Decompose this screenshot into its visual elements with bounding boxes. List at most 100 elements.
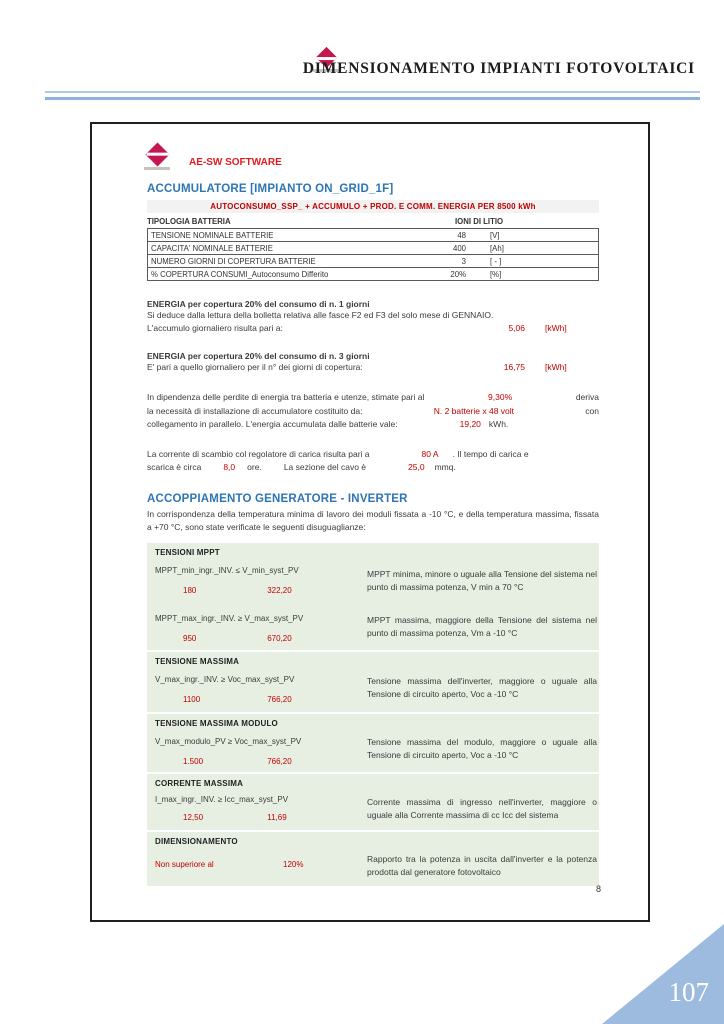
coupling-section-header: TENSIONI MPPT: [155, 547, 220, 557]
brand-row: AE-SW SOFTWARE: [140, 142, 599, 170]
losses-text: la necessità di installazione di accumul…: [147, 405, 363, 416]
coupling-description: Rapporto tra la potenza in uscita dall'i…: [367, 853, 597, 877]
battery-type-label: TIPOLOGIA BATTERIA: [147, 216, 231, 226]
coupling-description: Tensione massima dell'inverter, maggiore…: [367, 675, 597, 699]
cable-section-value: 25,0: [408, 462, 425, 472]
energy3-unit: [kWh]: [545, 362, 567, 372]
coupling-section-header: TENSIONE MASSIMA: [155, 656, 240, 666]
losses-text: collegamento in parallelo. L'energia acc…: [147, 419, 398, 429]
row-unit: [Ah]: [490, 243, 504, 253]
energy1-heading: ENERGIA per copertura 20% del consumo di…: [147, 299, 370, 309]
current-line2: scarica è circa 8,0 ore. La sezione del …: [147, 461, 599, 475]
row-value: 20%: [450, 269, 466, 279]
coupling-value-2: 11,69: [267, 812, 287, 822]
coupling-section-imax: CORRENTE MASSIMA I_max_ingr._INV. ≥ Icc_…: [147, 773, 599, 830]
header-rule-bottom: [45, 97, 700, 100]
energy1-value-row: L'accumulo giornaliero risulta pari a: 5…: [147, 322, 599, 335]
coupling-row: Non superiore al 120% Rapporto tra la po…: [155, 846, 599, 886]
row-label: CAPACITA' NOMINALE BATTERIE: [151, 243, 273, 253]
coupling-formula: I_max_ingr._INV. ≥ Icc_max_syst_PV: [155, 794, 289, 804]
table-row: CAPACITA' NOMINALE BATTERIE 400 [Ah]: [148, 242, 598, 255]
losses-paragraph: In dipendenza delle perdite di energia t…: [147, 391, 599, 432]
coupling-section-header: CORRENTE MASSIMA: [155, 778, 244, 788]
row-label: NUMERO GIORNI DI COPERTURA BATTERIE: [151, 256, 316, 266]
losses-line1: In dipendenza delle perdite di energia t…: [147, 391, 599, 405]
coupling-formula: V_max_ingr._INV. ≥ Voc_max_syst_PV: [155, 674, 295, 684]
table-row: NUMERO GIORNI DI COPERTURA BATTERIE 3 [ …: [148, 255, 598, 268]
current-line1: La corrente di scambio col regolatore di…: [147, 448, 599, 462]
energy1-label: L'accumulo giornaliero risulta pari a:: [147, 323, 283, 333]
energy3-label: E' pari a quello giornaliero per il n° d…: [147, 362, 363, 372]
current-text: ore.: [247, 462, 262, 472]
table-row: TENSIONE NOMINALE BATTERIE 48 [V]: [148, 229, 598, 242]
coupling-intro: In corrispondenza della temperatura mini…: [147, 508, 599, 532]
current-value: 80 A: [421, 448, 439, 459]
software-logo: [140, 142, 174, 170]
energy1-unit: [kWh]: [545, 323, 567, 333]
software-logo-icon: [144, 142, 170, 167]
battery-table-header: TIPOLOGIA BATTERIA IONI DI LITIO: [147, 214, 599, 228]
section-title-accoppiamento: ACCOPPIAMENTO GENERATORE - INVERTER: [147, 492, 408, 505]
coupling-value-2: 766,20: [267, 694, 292, 704]
company-logo-caption: [313, 69, 339, 72]
coupling-row: MPPT_min_ingr._INV. ≤ V_min_syst_PV 180 …: [155, 557, 599, 605]
coupling-description: MPPT massima, maggiore della Tensione de…: [367, 614, 597, 638]
software-name: AE-SW SOFTWARE: [189, 157, 282, 168]
energy1-value: 5,06: [508, 323, 525, 333]
row-label: % COPERTURA CONSUMI_Autoconsumo Differit…: [151, 269, 329, 279]
row-unit: [%]: [490, 269, 502, 279]
inner-report-page: AE-SW SOFTWARE ACCUMULATORE [IMPIANTO ON…: [90, 122, 650, 922]
losses-text: deriva: [575, 392, 599, 402]
sizing-label: Non superiore al: [155, 859, 214, 869]
row-value: 3: [461, 256, 466, 266]
coupling-section-header: TENSIONE MASSIMA MODULO: [155, 718, 278, 728]
coupling-value-2: 670,20: [267, 633, 292, 643]
coupling-value-1: 1100: [183, 694, 201, 704]
current-text: La corrente di scambio col regolatore di…: [147, 448, 370, 459]
coupling-section-mppt: TENSIONI MPPT MPPT_min_ingr._INV. ≤ V_mi…: [147, 542, 599, 650]
coupling-section-dimensionamento: DIMENSIONAMENTO Non superiore al 120% Ra…: [147, 831, 599, 886]
corner-triangle-decoration: [602, 924, 724, 1024]
losses-value-percent: 9,30%: [488, 392, 513, 402]
coupling-section-header: DIMENSIONAMENTO: [155, 836, 238, 846]
company-logo: [311, 46, 341, 72]
row-unit: [ - ]: [490, 256, 502, 266]
sizing-value: 120%: [283, 859, 304, 869]
losses-energy-value: 19,20: [459, 419, 481, 429]
row-label: TENSIONE NOMINALE BATTERIE: [151, 230, 274, 240]
coupling-row: V_max_modulo_PV ≥ Voc_max_syst_PV 1.500 …: [155, 728, 599, 770]
energy1-line: Si deduce dalla lettura della bolletta r…: [147, 310, 494, 320]
coupling-section-vmax: TENSIONE MASSIMA V_max_ingr._INV. ≥ Voc_…: [147, 651, 599, 712]
coupling-value-2: 322,20: [267, 585, 292, 595]
current-text: scarica è circa: [147, 462, 202, 472]
coupling-value-1: 180: [183, 585, 197, 595]
battery-table: TENSIONE NOMINALE BATTERIE 48 [V] CAPACI…: [147, 228, 599, 281]
losses-line2: la necessità di installazione di accumul…: [147, 405, 599, 419]
energy3-heading: ENERGIA per copertura 20% del consumo di…: [147, 351, 370, 361]
charge-hours-value: 8,0: [223, 462, 236, 472]
coupling-description: MPPT minima, minore o uguale alla Tensio…: [367, 568, 597, 592]
coupling-row: MPPT_max_ingr._INV. ≥ V_max_syst_PV 950 …: [155, 605, 599, 649]
coupling-row: V_max_ingr._INV. ≥ Voc_max_syst_PV 1100 …: [155, 666, 599, 710]
row-value: 400: [452, 243, 466, 253]
header-rule-top: [45, 91, 700, 93]
row-unit: [V]: [490, 230, 500, 240]
page-title: DIMENSIONAMENTO IMPIANTI FOTOVOLTAICI: [302, 60, 695, 77]
coupling-table: TENSIONI MPPT MPPT_min_ingr._INV. ≤ V_mi…: [147, 542, 599, 886]
coupling-value-1: 950: [183, 633, 197, 643]
coupling-section-vmax-modulo: TENSIONE MASSIMA MODULO V_max_modulo_PV …: [147, 713, 599, 772]
losses-line3: collegamento in parallelo. L'energia acc…: [147, 418, 599, 432]
energy3-value-row: E' pari a quello giornaliero per il n° d…: [147, 361, 599, 374]
current-text: . Il tempo di carica e: [452, 448, 529, 459]
coupling-value-1: 1.500: [183, 756, 204, 766]
coupling-formula: MPPT_max_ingr._INV. ≥ V_max_syst_PV: [155, 613, 304, 623]
battery-type-value: IONI DI LITIO: [455, 216, 504, 226]
losses-text: In dipendenza delle perdite di energia t…: [147, 392, 425, 402]
table-row: % COPERTURA CONSUMI_Autoconsumo Differit…: [148, 268, 598, 281]
coupling-row: I_max_ingr._INV. ≥ Icc_max_syst_PV 12,50…: [155, 788, 599, 830]
energy3-value: 16,75: [503, 362, 525, 372]
current-paragraph: La corrente di scambio col regolatore di…: [147, 448, 599, 475]
coupling-description: Corrente massima di ingresso nell'invert…: [367, 796, 597, 820]
current-text: La sezione del cavo è: [283, 462, 367, 472]
